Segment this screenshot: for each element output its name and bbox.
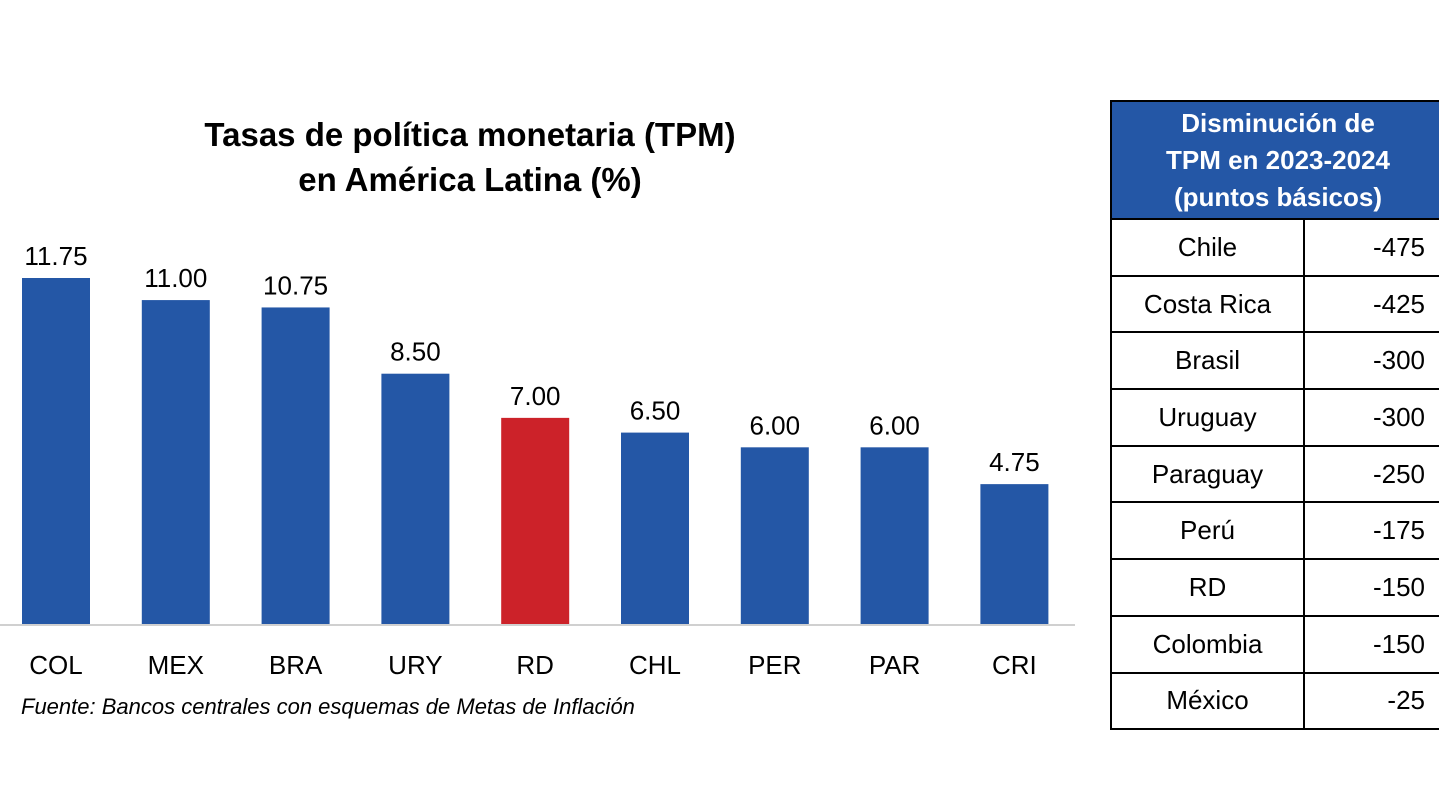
table-row: Uruguay -300	[1110, 390, 1439, 447]
bar-mex	[141, 300, 210, 624]
x-tick-label-per: PER	[748, 650, 801, 680]
table-row: RD -150	[1110, 560, 1439, 617]
x-tick-label-col: COL	[29, 650, 82, 680]
table-cell-country: Colombia	[1112, 616, 1305, 672]
x-tick-label-ury: URY	[388, 650, 442, 680]
data-label-col: 11.75	[24, 241, 87, 271]
bar-par	[860, 447, 929, 624]
table-row: Brasil -300	[1110, 333, 1439, 391]
table-row: Colombia -150	[1110, 616, 1439, 674]
data-label-par: 6.00	[869, 410, 920, 440]
table-cell-country: México	[1112, 673, 1305, 729]
data-label-chl: 6.50	[630, 396, 681, 426]
table-cell-country: Paraguay	[1112, 446, 1305, 502]
data-label-bra: 10.75	[263, 270, 328, 300]
bar-chl	[621, 432, 689, 624]
table-header-line-2: TPM en 2023-2024	[1165, 144, 1390, 175]
table-cell-country: RD	[1112, 560, 1305, 615]
x-tick-label-par: PAR	[869, 650, 921, 680]
table-cell-country: Uruguay	[1112, 390, 1305, 445]
x-tick-label-bra: BRA	[269, 650, 323, 680]
table-cell-value: -25	[1387, 685, 1425, 716]
bar-ury	[381, 373, 450, 624]
table-cell-country: Costa Rica	[1112, 276, 1305, 332]
bar-per	[740, 447, 809, 624]
source-note: Fuente: Bancos centrales con esquemas de…	[21, 694, 635, 719]
bar-col	[22, 278, 90, 624]
x-tick-label-cri: CRI	[992, 650, 1037, 680]
bar-chart: 11.75 COL 11.00 MEX 10.75 BRA 8.50 URY 7.00 RD 6.5…	[0, 241, 1075, 680]
table-cell-value: -300	[1372, 345, 1425, 376]
table-cell-value: -300	[1372, 401, 1425, 432]
bar-cri	[980, 484, 1049, 624]
data-label-ury: 8.50	[390, 337, 441, 367]
table-row: Chile -475	[1110, 220, 1439, 277]
table-row: Perú -175	[1110, 503, 1439, 561]
table-cell-value: -150	[1372, 628, 1425, 659]
data-label-mex: 11.00	[144, 263, 207, 293]
table-header: Disminución de TPM en 2023-2024 (puntos …	[1110, 100, 1439, 220]
table-cell-value: -250	[1372, 458, 1425, 489]
table-row: Costa Rica -425	[1110, 276, 1439, 334]
bar-rd	[501, 417, 570, 624]
table-cell-value: -475	[1372, 231, 1425, 262]
table-cell-country: Brasil	[1112, 333, 1305, 389]
table-row: Paraguay -250	[1110, 446, 1439, 504]
table-cell-country: Perú	[1112, 503, 1305, 559]
x-tick-label-rd: RD	[516, 650, 554, 680]
table-cell-country: Chile	[1112, 220, 1305, 275]
table-cell-value: -150	[1372, 571, 1425, 602]
data-label-per: 6.00	[749, 410, 800, 440]
table-header-line-3: (puntos básicos)	[1173, 181, 1382, 212]
table-header-line-1: Disminución de	[1181, 107, 1375, 138]
table-cell-value: -175	[1372, 515, 1425, 546]
data-label-rd: 7.00	[510, 381, 561, 411]
tpm-decrease-table: Disminución de TPM en 2023-2024 (puntos …	[1110, 100, 1439, 731]
chart-title: Tasas de política monetaria (TPM) en Amé…	[120, 112, 820, 202]
data-label-cri: 4.75	[989, 447, 1040, 477]
x-tick-label-chl: CHL	[629, 650, 681, 680]
table-body: Chile -475 Costa Rica -425 Brasil -300 Uruguay…	[1110, 220, 1439, 731]
bar-bra	[261, 307, 330, 624]
x-tick-label-mex: MEX	[148, 650, 204, 680]
chart-title-line-1: Tasas de política monetaria (TPM)	[204, 116, 736, 153]
table-cell-value: -425	[1372, 288, 1425, 319]
table-row: México -25	[1110, 673, 1439, 731]
chart-title-line-2: en América Latina (%)	[298, 161, 642, 198]
